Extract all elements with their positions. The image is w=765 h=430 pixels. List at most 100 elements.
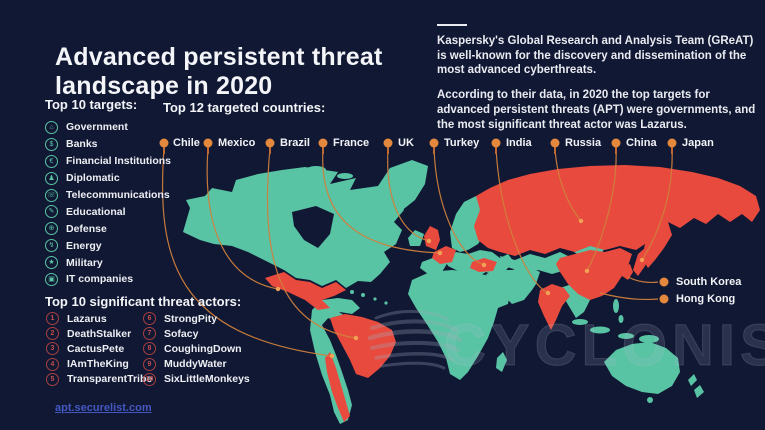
rank-badge: 4 bbox=[46, 357, 59, 371]
map-hudson-bay bbox=[292, 206, 334, 248]
map-central-asia bbox=[500, 252, 572, 274]
target-label: Financial Institutions bbox=[66, 155, 172, 168]
map-new-guinea bbox=[639, 335, 659, 343]
target-label: Diplomatic bbox=[66, 172, 120, 185]
country-label-china: China bbox=[626, 137, 657, 149]
cyclonis-watermark-text: CYCLONIS bbox=[444, 313, 765, 378]
connector-russia bbox=[554, 147, 582, 222]
map-caribbean bbox=[373, 297, 377, 301]
rank-badge: 6 bbox=[143, 312, 156, 326]
map-country-china bbox=[556, 248, 632, 300]
pin-hong-kong bbox=[659, 294, 669, 304]
rank-badge: 5 bbox=[46, 372, 59, 386]
list-item: 3 CactusPete bbox=[46, 341, 152, 356]
pin-china bbox=[611, 138, 621, 148]
actor-label: SixLittleMonkeys bbox=[164, 373, 250, 386]
actor-label: CactusPete bbox=[67, 342, 125, 355]
actors-column-1: 1 Lazarus 2 DeathStalker 3 CactusPete 4 IAmT… bbox=[46, 311, 152, 387]
connector-france bbox=[322, 147, 441, 254]
countries-heading: Top 12 targeted countries: bbox=[163, 100, 326, 115]
pin-brazil bbox=[265, 138, 275, 148]
targets-heading: Top 10 targets: bbox=[45, 97, 138, 112]
list-item: ▣ IT companies bbox=[45, 271, 171, 288]
map-caribbean bbox=[350, 290, 354, 294]
list-item: 10 SixLittleMonkeys bbox=[143, 372, 250, 387]
pin-france bbox=[318, 138, 328, 148]
intro-paragraph-2: According to their data, in 2020 the top… bbox=[437, 89, 756, 131]
banks-icon: $ bbox=[45, 137, 58, 151]
map-philippines bbox=[618, 315, 624, 323]
map-arctic-islands bbox=[337, 173, 353, 179]
map-australia bbox=[604, 342, 680, 394]
telecommunications-icon: ☏ bbox=[45, 188, 58, 202]
page-title: Advanced persistent threat landscape in … bbox=[55, 42, 383, 100]
map-country-india bbox=[538, 284, 570, 330]
map-country-russia bbox=[474, 165, 760, 268]
actors-heading: Top 10 significant threat actors: bbox=[45, 294, 242, 309]
map-indonesia bbox=[590, 326, 610, 334]
rank-badge: 1 bbox=[46, 312, 59, 326]
list-item: € Financial Institutions bbox=[45, 153, 171, 170]
list-item: 8 CoughingDown bbox=[143, 341, 250, 356]
map-endpoint-dots bbox=[275, 218, 645, 359]
it-companies-icon: ▣ bbox=[45, 272, 58, 286]
list-item: 1 Lazarus bbox=[46, 311, 152, 326]
map-country-mexico bbox=[265, 272, 346, 310]
list-item: 7 Sofacy bbox=[143, 326, 250, 341]
connector-south-korea bbox=[627, 276, 659, 284]
target-label: Government bbox=[66, 121, 128, 134]
map-caribbean bbox=[361, 293, 365, 297]
rank-badge: 8 bbox=[143, 342, 156, 356]
pin-russia bbox=[550, 138, 560, 148]
pin-turkey bbox=[429, 138, 439, 148]
country-label-russia: Russia bbox=[565, 137, 602, 149]
country-label-uk: UK bbox=[398, 137, 414, 149]
intro-paragraph-1: Kaspersky's Global Research and Analysis… bbox=[437, 35, 754, 77]
connector-china bbox=[586, 147, 617, 272]
map-country-france bbox=[432, 246, 456, 264]
country-connector-lines bbox=[161, 147, 673, 357]
country-label-south-korea: South Korea bbox=[676, 276, 742, 288]
target-label: Energy bbox=[66, 239, 102, 252]
map-north-america bbox=[183, 167, 404, 288]
target-label: Military bbox=[66, 256, 103, 269]
country-label-turkey: Turkey bbox=[444, 137, 480, 149]
country-label-mexico: Mexico bbox=[218, 137, 256, 149]
country-label-india: India bbox=[506, 137, 532, 149]
list-item: 5 TransparentTribe bbox=[46, 372, 152, 387]
actor-label: DeathStalker bbox=[67, 327, 132, 340]
connector-turkey bbox=[433, 147, 485, 266]
list-item: 9 MuddyWater bbox=[143, 357, 250, 372]
rank-badge: 10 bbox=[143, 372, 156, 386]
map-madagascar bbox=[496, 352, 507, 372]
map-middle-east bbox=[486, 266, 540, 304]
list-item: 4 IAmTheKing bbox=[46, 357, 152, 372]
actor-label: MuddyWater bbox=[164, 358, 227, 371]
intro-block: Kaspersky's Global Research and Analysis… bbox=[437, 24, 757, 142]
connector-japan bbox=[641, 147, 673, 261]
map-iceland bbox=[408, 230, 424, 246]
list-item: ♟ Diplomatic bbox=[45, 170, 171, 187]
rank-badge: 2 bbox=[46, 327, 59, 341]
targets-section: Top 10 targets: ⌂ Government $ Banks € Fina… bbox=[45, 97, 171, 288]
list-item: $ Banks bbox=[45, 136, 171, 153]
country-label-france: France bbox=[333, 137, 370, 149]
map-philippines bbox=[613, 299, 619, 313]
actor-label: StrongPity bbox=[164, 312, 218, 325]
actor-label: IAmTheKing bbox=[67, 358, 129, 371]
connector-hong-kong bbox=[599, 292, 659, 301]
government-icon: ⌂ bbox=[45, 120, 58, 134]
target-label: Telecommunications bbox=[66, 189, 170, 201]
pin-chile bbox=[159, 138, 169, 148]
list-item: ★ Military bbox=[45, 254, 171, 271]
actor-label: Lazarus bbox=[67, 312, 107, 325]
country-label-brazil: Brazil bbox=[280, 137, 310, 149]
target-label: IT companies bbox=[66, 273, 134, 286]
cyclonis-watermark-logo bbox=[367, 309, 463, 370]
list-item: 6 StrongPity bbox=[143, 311, 250, 326]
country-label-hong-kong: Hong Kong bbox=[676, 293, 736, 305]
source-link[interactable]: apt.securelist.com bbox=[55, 402, 152, 414]
pin-india bbox=[491, 138, 501, 148]
map-caribbean bbox=[384, 301, 388, 305]
